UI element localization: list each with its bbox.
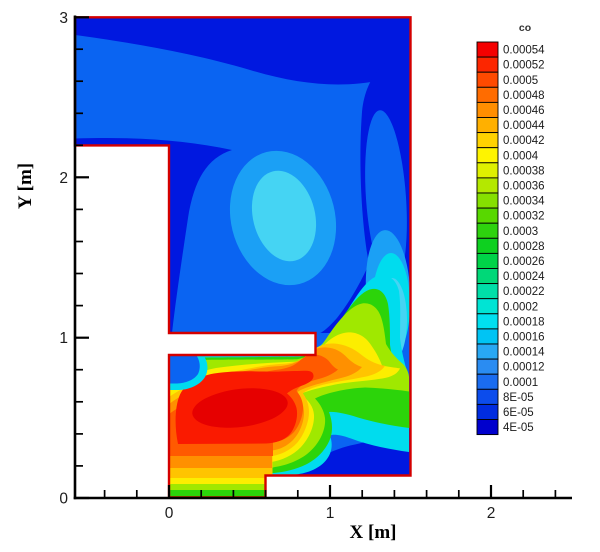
legend-label: 0.00052 xyxy=(503,60,545,72)
legend-label: 0.00018 xyxy=(503,316,545,328)
y-axis-title: Y [m] xyxy=(15,163,36,209)
legend-swatch xyxy=(476,162,499,179)
legend-swatch xyxy=(476,192,499,209)
y-minor-ticks xyxy=(76,48,83,467)
legend-swatch xyxy=(476,132,499,149)
legend-swatch xyxy=(476,71,499,88)
legend-swatch xyxy=(476,177,499,194)
legend-label: 0.00024 xyxy=(503,271,545,283)
legend-label: 0.00054 xyxy=(503,45,545,57)
legend-swatch xyxy=(476,373,499,390)
legend-swatch xyxy=(476,283,499,300)
legend-swatch xyxy=(476,252,499,269)
legend-label: 0.00046 xyxy=(503,105,545,117)
legend-label: 4E-05 xyxy=(503,422,534,434)
legend-label: 0.00044 xyxy=(503,120,545,132)
legend-swatch xyxy=(476,328,499,345)
y-axis: 0 1 2 3 Y [m] xyxy=(15,10,89,508)
legend-label: 6E-05 xyxy=(503,407,534,419)
x-tick-label-1: 1 xyxy=(326,505,335,522)
legend-swatch xyxy=(476,147,499,164)
contour-band-corner-royal-patch xyxy=(169,355,200,384)
domain-outline xyxy=(73,16,412,499)
legend-label: 0.00014 xyxy=(503,347,545,359)
legend-swatch xyxy=(476,207,499,224)
contour-field xyxy=(75,17,411,498)
contour-band-navy-bottomright xyxy=(298,418,411,475)
x-tick-label-2: 2 xyxy=(487,505,496,522)
legend-swatch xyxy=(476,86,499,103)
x-minor-ticks xyxy=(103,490,557,497)
colorbar-legend: co 0.00054 0.00052 0.0005 0.00048 0.00046 0.0… xyxy=(476,22,545,436)
legend-label: 0.0003 xyxy=(503,226,538,238)
legend-swatch xyxy=(476,313,499,330)
legend-swatch xyxy=(476,419,499,436)
y-tick-label-1: 1 xyxy=(59,330,68,347)
y-tick-label-0: 0 xyxy=(59,491,68,508)
contour-band-darkred-core xyxy=(192,388,288,428)
legend-swatch xyxy=(476,41,499,58)
legend-swatch xyxy=(476,388,499,405)
contour-band-navy-top xyxy=(75,17,411,85)
legend-label: 0.00026 xyxy=(503,256,545,268)
legend-swatch xyxy=(476,222,499,239)
legend-label: 0.00034 xyxy=(503,196,545,208)
colorbar-title: co xyxy=(519,22,531,34)
contour-band-navy-shelf xyxy=(75,137,232,333)
legend-swatch xyxy=(476,298,499,315)
legend-swatch xyxy=(476,268,499,285)
legend-label: 0.00012 xyxy=(503,362,545,374)
x-axis: 0 1 2 X [m] xyxy=(73,485,572,543)
legend-label: 0.0005 xyxy=(503,75,538,87)
legend-swatch xyxy=(476,101,499,118)
contour-band-ltcyan-core xyxy=(251,170,317,262)
legend-label: 0.00032 xyxy=(503,211,545,223)
legend-swatch xyxy=(476,358,499,375)
legend-label: 0.00048 xyxy=(503,90,545,102)
legend-swatch xyxy=(476,237,499,254)
legend-label: 8E-05 xyxy=(503,392,534,404)
legend-label: 0.00038 xyxy=(503,165,545,177)
legend-label: 0.00016 xyxy=(503,331,545,343)
legend-swatch xyxy=(476,117,499,134)
legend-label: 0.00036 xyxy=(503,181,545,193)
x-axis-title: X [m] xyxy=(350,522,397,543)
legend-label: 0.00022 xyxy=(503,286,545,298)
legend-swatch xyxy=(476,343,499,360)
legend-swatch xyxy=(476,56,499,73)
y-tick-label-2: 2 xyxy=(59,170,68,187)
legend-label: 0.00042 xyxy=(503,135,545,147)
legend-label: 0.0002 xyxy=(503,301,538,313)
x-tick-label-0: 0 xyxy=(165,505,174,522)
y-tick-label-3: 3 xyxy=(59,10,68,27)
x-major-ticks xyxy=(167,485,493,497)
legend-label: 0.00028 xyxy=(503,241,545,253)
legend-label: 0.0004 xyxy=(503,150,539,162)
legend-swatch xyxy=(476,403,499,420)
legend-label: 0.0001 xyxy=(503,377,538,389)
